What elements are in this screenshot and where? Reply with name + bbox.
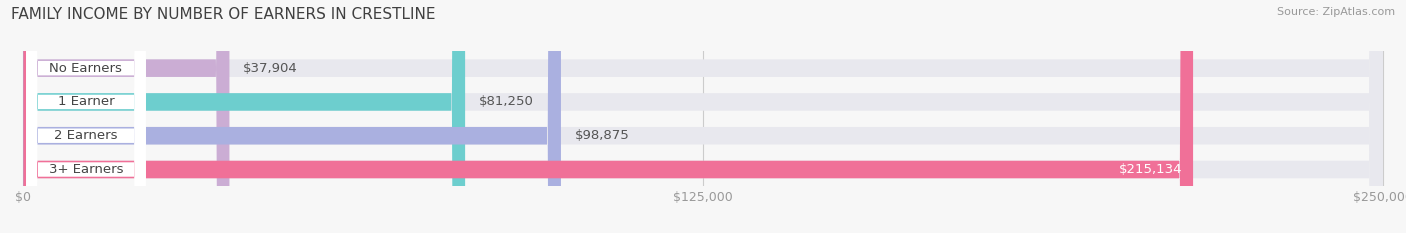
Text: 3+ Earners: 3+ Earners [49,163,124,176]
FancyBboxPatch shape [27,0,146,233]
FancyBboxPatch shape [27,0,146,233]
FancyBboxPatch shape [27,0,146,233]
FancyBboxPatch shape [24,0,561,233]
Text: $98,875: $98,875 [575,129,630,142]
FancyBboxPatch shape [24,0,465,233]
FancyBboxPatch shape [24,0,229,233]
Text: 2 Earners: 2 Earners [53,129,118,142]
Text: $215,134: $215,134 [1119,163,1182,176]
Text: Source: ZipAtlas.com: Source: ZipAtlas.com [1277,7,1395,17]
FancyBboxPatch shape [27,0,146,233]
Text: No Earners: No Earners [49,62,122,75]
FancyBboxPatch shape [24,0,1382,233]
Text: $81,250: $81,250 [478,96,534,108]
FancyBboxPatch shape [24,0,1194,233]
FancyBboxPatch shape [24,0,1382,233]
FancyBboxPatch shape [24,0,1382,233]
Text: 1 Earner: 1 Earner [58,96,114,108]
Text: FAMILY INCOME BY NUMBER OF EARNERS IN CRESTLINE: FAMILY INCOME BY NUMBER OF EARNERS IN CR… [11,7,436,22]
FancyBboxPatch shape [24,0,1382,233]
Text: $37,904: $37,904 [243,62,298,75]
